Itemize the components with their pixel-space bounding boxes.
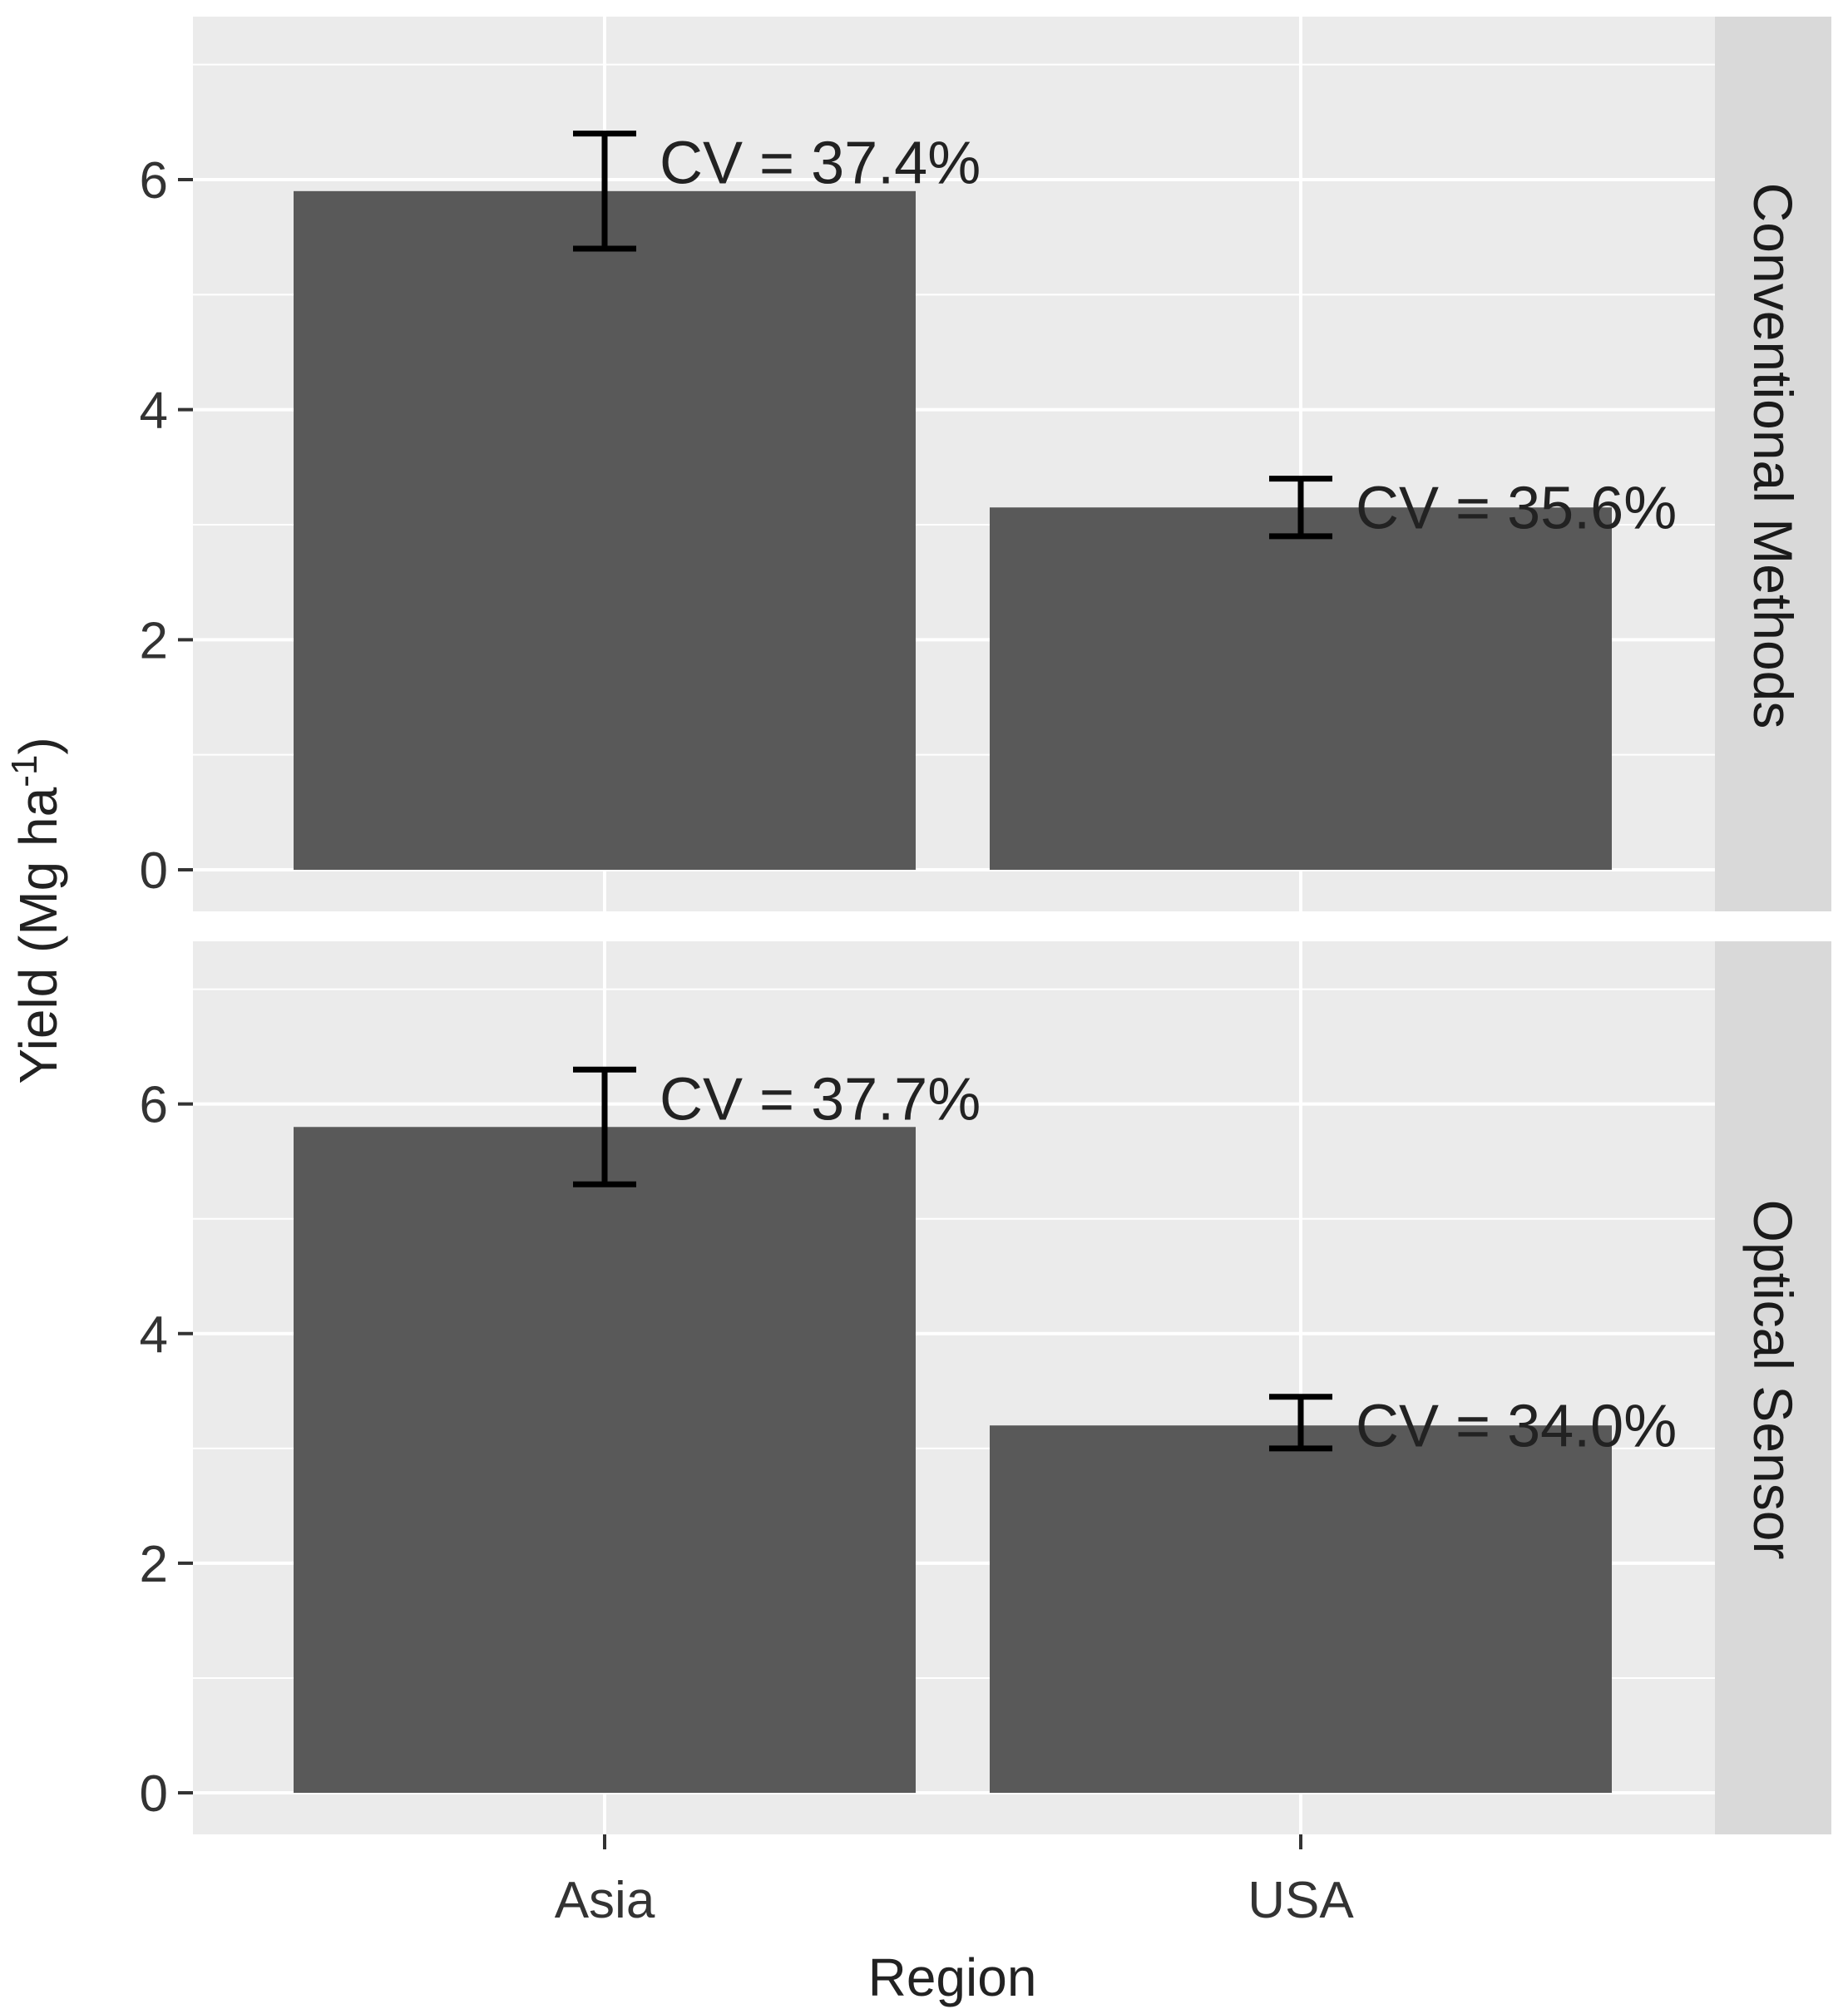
facet-strip-label: Optical Sensor xyxy=(1742,1200,1804,1560)
error-bar-asia xyxy=(573,131,636,252)
x-tick-label-usa: USA xyxy=(1248,1872,1354,1929)
facet-strip xyxy=(1715,17,1831,911)
cv-label: CV = 35.6% xyxy=(1356,476,1677,542)
cv-label: CV = 37.4% xyxy=(660,131,981,197)
y-axis-title-superscript: -1 xyxy=(4,755,45,787)
bar-asia xyxy=(294,190,916,871)
error-bar-asia xyxy=(573,1066,636,1187)
bar-usa xyxy=(990,1425,1612,1793)
bar-usa xyxy=(990,507,1612,870)
bar-asia xyxy=(294,1127,916,1793)
y-axis-title-main: Yield (Mg ha xyxy=(8,787,68,1084)
cv-label: CV = 34.0% xyxy=(1356,1394,1677,1460)
y-tick-label: 2 xyxy=(140,1536,168,1593)
y-tick-label: 4 xyxy=(140,383,168,440)
y-tick-label: 6 xyxy=(140,152,168,210)
y-tick-label: 0 xyxy=(140,1765,168,1823)
facet-panel-1: 0 2 4 6 CV = 37.4% CV = 35.6% Conventional Met… xyxy=(140,17,1831,911)
y-tick-label: 0 xyxy=(140,842,168,900)
y-axis-title: Yield (Mg ha-1) xyxy=(4,737,68,1084)
x-axis: Asia USA xyxy=(555,1834,1354,1929)
error-bar-usa xyxy=(1269,1394,1332,1452)
x-tick-label-asia: Asia xyxy=(555,1872,655,1929)
y-tick-label: 2 xyxy=(140,612,168,669)
facet-panel-2: 0 2 4 6 CV = 37.7% CV = 34.0% Optical Sensor xyxy=(140,941,1831,1834)
y-axis-title-close: ) xyxy=(8,737,68,754)
y-tick-label: 4 xyxy=(140,1306,168,1364)
facet-strip-label: Conventional Methods xyxy=(1742,183,1804,729)
x-axis-title: Region xyxy=(868,1947,1037,2007)
error-bar-usa xyxy=(1269,476,1332,540)
facet-strip xyxy=(1715,941,1831,1834)
y-tick-label: 6 xyxy=(140,1077,168,1134)
panels-layer: 0 2 4 6 CV = 37.4% CV = 35.6% Conventional Met… xyxy=(140,17,1831,1834)
cv-label: CV = 37.7% xyxy=(660,1066,981,1133)
